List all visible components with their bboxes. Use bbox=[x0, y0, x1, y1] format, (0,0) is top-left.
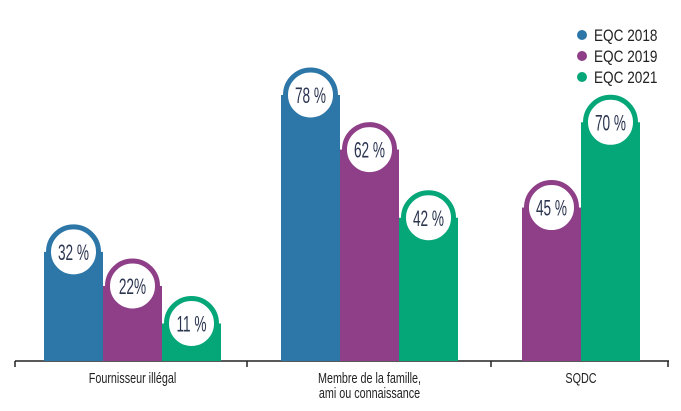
category-label: ami ou connaissance bbox=[319, 384, 420, 401]
legend-label: EQC 2021 bbox=[594, 69, 657, 88]
bar-eqc-2018 bbox=[281, 95, 340, 361]
data-label-group: 62 % bbox=[354, 137, 385, 162]
data-label-group: 22% bbox=[119, 274, 146, 299]
category-label-group: SQDC bbox=[565, 369, 596, 386]
legend-label: EQC 2019 bbox=[594, 48, 657, 67]
value-badge bbox=[401, 190, 456, 246]
value-badge bbox=[164, 295, 219, 351]
value-badge bbox=[105, 258, 160, 314]
category-label-group: ami ou connaissance bbox=[319, 384, 420, 401]
data-label-group: 32 % bbox=[58, 239, 89, 264]
data-label-group: 11 % bbox=[176, 311, 206, 336]
data-label-group: 78 % bbox=[295, 83, 326, 108]
bar-eqc-2021 bbox=[581, 122, 640, 362]
category-label-group: Membre de la famille, bbox=[318, 369, 421, 386]
legend-entry: EQC 2021 bbox=[594, 69, 657, 88]
legend-marker bbox=[577, 30, 587, 40]
data-label: 70 % bbox=[595, 110, 626, 135]
legend-marker bbox=[577, 72, 587, 82]
data-label: 11 % bbox=[176, 311, 206, 336]
data-label-group: 70 % bbox=[595, 110, 626, 135]
data-label: 42 % bbox=[413, 205, 444, 230]
data-label: 78 % bbox=[295, 83, 326, 108]
value-badge bbox=[524, 180, 579, 236]
category-label: Fournisseur illégal bbox=[89, 369, 177, 386]
data-label: 32 % bbox=[58, 239, 89, 264]
data-label: 45 % bbox=[536, 195, 567, 220]
category-label-group: Fournisseur illégal bbox=[89, 369, 177, 386]
data-label-group: 42 % bbox=[413, 205, 444, 230]
legend-entry: EQC 2019 bbox=[594, 48, 657, 67]
value-badge bbox=[46, 224, 101, 280]
data-label: 62 % bbox=[354, 137, 385, 162]
data-label-group: 45 % bbox=[536, 195, 567, 220]
value-badge bbox=[342, 122, 397, 178]
category-label: SQDC bbox=[565, 369, 596, 386]
category-label: Membre de la famille, bbox=[318, 369, 421, 386]
bar-eqc-2019 bbox=[340, 149, 399, 361]
value-badge bbox=[283, 67, 338, 123]
data-label: 22% bbox=[119, 274, 146, 299]
legend-label: EQC 2018 bbox=[594, 27, 657, 46]
legend-marker bbox=[577, 51, 587, 61]
legend-entry: EQC 2018 bbox=[594, 27, 657, 46]
value-badge bbox=[583, 94, 638, 150]
